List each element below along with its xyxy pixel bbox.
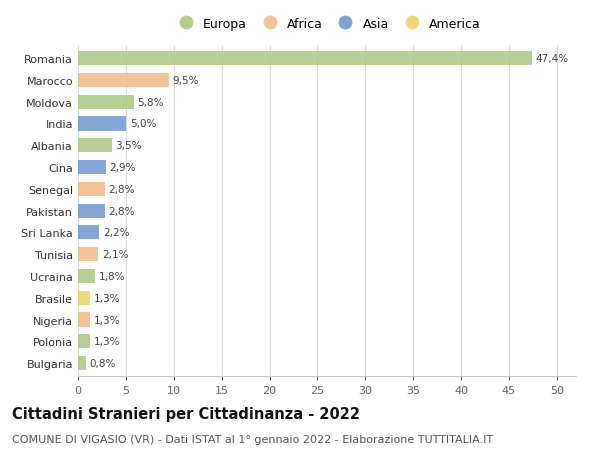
Text: COMUNE DI VIGASIO (VR) - Dati ISTAT al 1° gennaio 2022 - Elaborazione TUTTITALIA: COMUNE DI VIGASIO (VR) - Dati ISTAT al 1… — [12, 434, 493, 444]
Text: 2,8%: 2,8% — [109, 206, 135, 216]
Bar — [78, 226, 99, 240]
Text: 1,8%: 1,8% — [99, 271, 125, 281]
Bar — [78, 247, 98, 262]
Bar — [78, 204, 105, 218]
Text: 0,8%: 0,8% — [89, 358, 116, 368]
Bar — [78, 73, 169, 88]
Bar — [78, 95, 134, 110]
Text: 1,3%: 1,3% — [94, 293, 121, 303]
Text: 5,0%: 5,0% — [130, 119, 156, 129]
Text: 3,5%: 3,5% — [115, 141, 142, 151]
Text: 2,8%: 2,8% — [109, 185, 135, 195]
Bar — [78, 139, 112, 153]
Text: 47,4%: 47,4% — [536, 54, 569, 64]
Bar — [78, 313, 91, 327]
Legend: Europa, Africa, Asia, America: Europa, Africa, Asia, America — [170, 15, 484, 33]
Bar — [78, 356, 86, 370]
Bar — [78, 52, 532, 66]
Text: 2,9%: 2,9% — [110, 162, 136, 173]
Text: Cittadini Stranieri per Cittadinanza - 2022: Cittadini Stranieri per Cittadinanza - 2… — [12, 406, 360, 421]
Bar — [78, 182, 105, 196]
Text: 1,3%: 1,3% — [94, 315, 121, 325]
Text: 1,3%: 1,3% — [94, 336, 121, 347]
Text: 2,1%: 2,1% — [102, 250, 128, 260]
Bar — [78, 269, 95, 284]
Bar — [78, 291, 91, 305]
Bar — [78, 161, 106, 175]
Bar — [78, 335, 91, 349]
Text: 9,5%: 9,5% — [173, 76, 199, 86]
Text: 5,8%: 5,8% — [137, 97, 164, 107]
Bar — [78, 117, 126, 131]
Text: 2,2%: 2,2% — [103, 228, 130, 238]
